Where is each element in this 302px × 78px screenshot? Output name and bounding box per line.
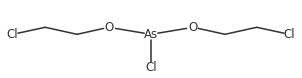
Text: O: O xyxy=(104,21,113,34)
Text: Cl: Cl xyxy=(7,28,18,41)
Text: Cl: Cl xyxy=(145,61,157,74)
Text: As: As xyxy=(144,28,158,41)
Text: O: O xyxy=(189,21,198,34)
Text: Cl: Cl xyxy=(284,28,295,41)
